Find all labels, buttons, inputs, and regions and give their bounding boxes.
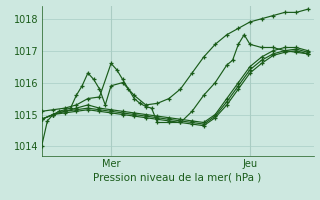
- X-axis label: Pression niveau de la mer( hPa ): Pression niveau de la mer( hPa ): [93, 173, 262, 183]
